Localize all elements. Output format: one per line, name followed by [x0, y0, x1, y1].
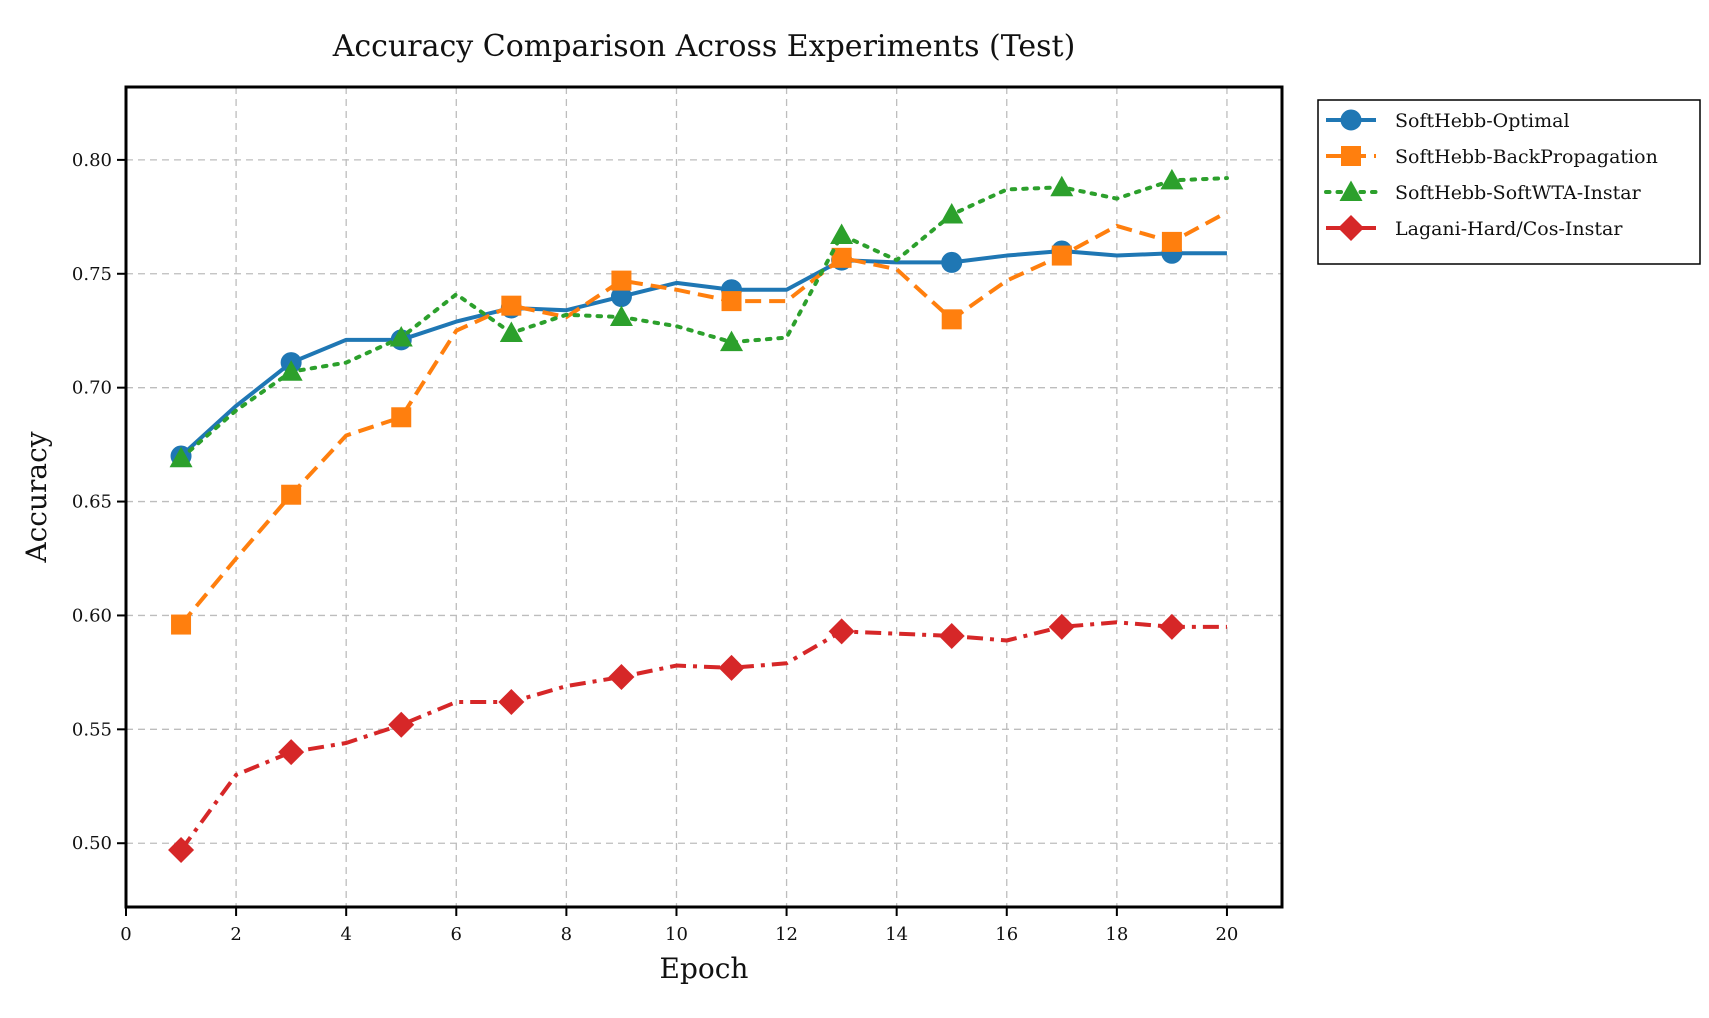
x-tick-label: 0 — [120, 924, 131, 945]
y-tick-label: 0.50 — [72, 833, 112, 854]
x-tick-label: 18 — [1105, 924, 1128, 945]
data-point — [1161, 231, 1182, 252]
data-point — [718, 654, 745, 681]
y-tick-label: 0.55 — [72, 719, 112, 740]
data-point — [499, 321, 523, 342]
data-point — [608, 663, 635, 690]
data-point — [388, 711, 415, 738]
data-point — [611, 270, 632, 291]
x-tick-label: 2 — [230, 924, 241, 945]
data-point — [1051, 245, 1072, 266]
x-tick-label: 6 — [451, 924, 462, 945]
data-point — [281, 484, 302, 505]
x-tick-label: 10 — [665, 924, 688, 945]
legend-label: SoftHebb-BackPropagation — [1395, 146, 1658, 168]
data-point — [501, 295, 522, 316]
series-softhebb-backpropagation — [171, 210, 1228, 635]
data-point — [168, 837, 195, 864]
y-tick-label: 0.75 — [72, 264, 112, 285]
x-tick-label: 20 — [1215, 924, 1238, 945]
legend-item: SoftHebb-Optimal — [1326, 109, 1570, 132]
data-point — [941, 309, 962, 330]
series-line — [179, 176, 1229, 461]
data-point — [941, 251, 963, 273]
y-tick-label: 0.70 — [72, 378, 112, 399]
legend-frame — [1317, 99, 1701, 265]
legend-item: SoftHebb-SoftWTA-Instar — [1324, 180, 1642, 204]
y-tick-label: 0.65 — [72, 492, 112, 513]
data-point — [938, 622, 965, 649]
series-softhebb-softwta-instar — [169, 168, 1229, 468]
x-tick-label: 4 — [340, 924, 351, 945]
data-point — [830, 223, 854, 245]
x-tick-label: 12 — [775, 924, 798, 945]
legend-swatch-marker — [1338, 215, 1364, 241]
grid-layer — [126, 87, 1282, 907]
data-point — [831, 247, 852, 268]
data-point — [391, 407, 412, 428]
data-point — [279, 360, 303, 381]
legend-label: SoftHebb-SoftWTA-Instar — [1395, 182, 1642, 204]
x-tick-label: 14 — [885, 924, 908, 945]
ticks-layer: 0 2 4 6 8 10 12 14 16 18 20 0.50 0.55 0.60 0.65 0.70 0.7… — [72, 150, 1238, 945]
series-layer — [168, 168, 1229, 864]
series-line — [179, 620, 1227, 852]
data-point — [1158, 613, 1185, 640]
legend-swatch-marker — [1340, 109, 1362, 131]
legend-swatch-marker — [1339, 180, 1363, 201]
data-point — [721, 291, 742, 312]
series-lagani-hard-cos-instar — [168, 613, 1227, 864]
y-axis-label: Accuracy — [20, 431, 53, 563]
data-point — [1160, 168, 1184, 190]
series-line — [179, 210, 1228, 626]
data-point — [498, 689, 525, 715]
data-point — [389, 326, 413, 347]
plot-frame — [124, 85, 1284, 909]
data-point — [1048, 613, 1075, 640]
data-point — [171, 614, 192, 635]
chart-title: Accuracy Comparison Across Experiments (… — [332, 29, 1076, 64]
series-softhebb-optimal — [170, 240, 1227, 467]
data-point — [720, 330, 744, 352]
data-point — [1050, 175, 1074, 197]
data-point — [278, 739, 305, 766]
legend-item: Lagani-Hard/Cos-Instar — [1326, 215, 1623, 241]
legend: SoftHebb-Optimal SoftHebb-BackPropagation… — [1317, 99, 1701, 265]
y-tick-label: 0.80 — [72, 150, 112, 171]
x-tick-label: 8 — [561, 924, 572, 945]
legend-label: SoftHebb-Optimal — [1395, 110, 1570, 132]
data-point — [169, 446, 193, 468]
data-point — [940, 203, 964, 224]
legend-label: Lagani-Hard/Cos-Instar — [1395, 218, 1623, 240]
data-point — [828, 618, 855, 645]
legend-swatch-marker — [1341, 146, 1361, 166]
x-tick-label: 16 — [995, 924, 1018, 945]
y-tick-label: 0.60 — [72, 605, 112, 626]
series-line — [179, 249, 1227, 458]
data-point — [609, 305, 633, 327]
legend-item: SoftHebb-BackPropagation — [1326, 146, 1658, 168]
x-axis-label: Epoch — [660, 952, 749, 985]
